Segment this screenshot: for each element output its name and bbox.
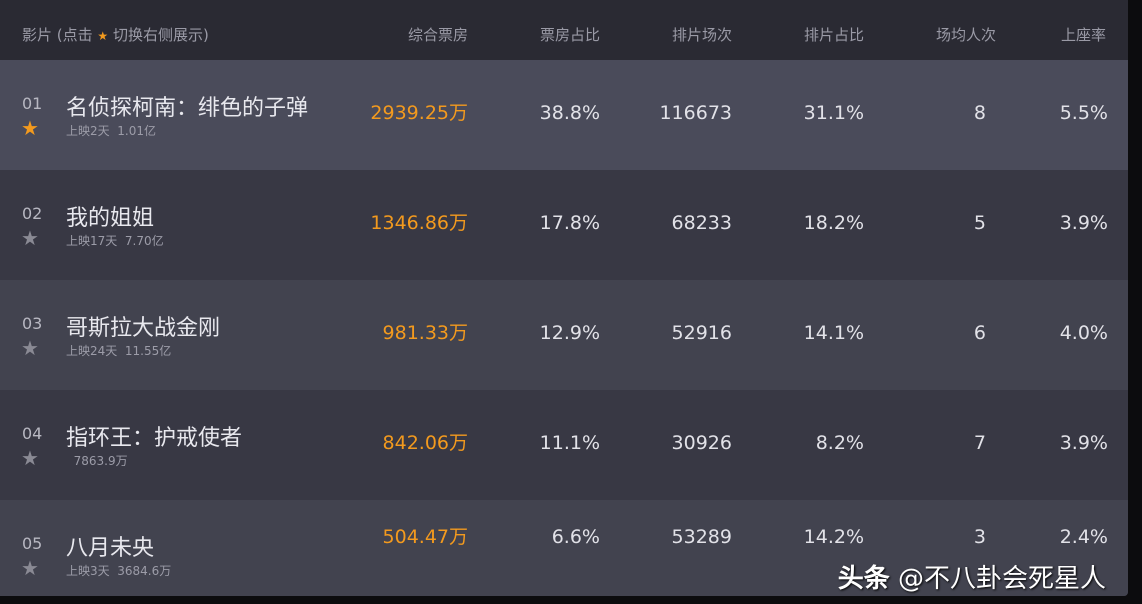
screenings-value: 68233 (671, 212, 732, 234)
rank: 02 (22, 204, 43, 223)
gross-share-value: 11.1% (539, 432, 600, 454)
screenings-value: 30926 (671, 432, 732, 454)
table-header: 影片 (点击 ★ 切换右侧展示) 综合票房 票房占比 排片场次 排片占比 场均人… (0, 0, 1128, 60)
table-row[interactable]: 04 ★ 指环王：护戒使者 7863.9万 842.06万 11.1% 30926 8.… (0, 390, 1128, 500)
rank: 01 (22, 94, 43, 113)
table-row[interactable]: 03 ★ 哥斯拉大战金刚 上映24天 11.55亿 981.33万 12.9% 529… (0, 280, 1128, 390)
box-office-table: 影片 (点击 ★ 切换右侧展示) 综合票房 票房占比 排片场次 排片占比 场均人… (0, 0, 1128, 596)
gross-value: 504.47万 (382, 526, 468, 548)
star-icon[interactable]: ★ (21, 336, 39, 360)
gross-share-value: 6.6% (551, 526, 600, 548)
rank: 04 (22, 424, 43, 443)
avg-value: 7 (973, 432, 986, 454)
film-meta: 上映2天 1.01亿 (66, 124, 156, 138)
screening-share-value: 18.2% (803, 212, 864, 234)
gross-value: 981.33万 (382, 322, 468, 344)
film-name[interactable]: 八月未央 (66, 536, 155, 561)
occupancy-value: 3.9% (1059, 212, 1108, 234)
header-film[interactable]: 影片 (点击 ★ 切换右侧展示) (22, 26, 209, 44)
film-name[interactable]: 名侦探柯南：绯色的子弹 (66, 96, 309, 121)
rank: 03 (22, 314, 43, 333)
screening-share-value: 8.2% (815, 432, 864, 454)
header-gross-share[interactable]: 票房占比 (539, 26, 600, 44)
screening-share-value: 14.2% (803, 526, 864, 548)
occupancy-value: 5.5% (1059, 102, 1108, 124)
film-name[interactable]: 我的姐姐 (66, 206, 155, 231)
header-occupancy[interactable]: 上座率 (1060, 26, 1106, 44)
avg-value: 3 (973, 526, 986, 548)
gross-value: 1346.86万 (370, 212, 468, 234)
film-meta: 上映3天 3684.6万 (66, 564, 172, 578)
gross-value: 2939.25万 (370, 102, 468, 124)
screening-share-value: 14.1% (803, 322, 864, 344)
occupancy-value: 4.0% (1059, 322, 1108, 344)
star-icon[interactable]: ★ (21, 446, 39, 470)
gross-share-value: 38.8% (539, 102, 600, 124)
avg-value: 8 (973, 102, 986, 124)
film-meta: 上映24天 11.55亿 (66, 344, 172, 358)
occupancy-value: 3.9% (1059, 432, 1108, 454)
star-icon[interactable]: ★ (21, 116, 39, 140)
table-row[interactable]: 02 ★ 我的姐姐 上映17天 7.70亿 1346.86万 17.8% 68233 1… (0, 170, 1128, 280)
occupancy-value: 2.4% (1059, 526, 1108, 548)
star-icon[interactable]: ★ (21, 226, 39, 250)
star-icon[interactable]: ★ (21, 556, 39, 580)
gross-share-value: 12.9% (539, 322, 600, 344)
screenings-value: 116673 (659, 102, 732, 124)
header-screening-share[interactable]: 排片占比 (803, 26, 864, 44)
film-name[interactable]: 指环王：护戒使者 (66, 426, 243, 451)
screening-share-value: 31.1% (803, 102, 864, 124)
rank: 05 (22, 534, 43, 553)
header-avg-attendance[interactable]: 场均人次 (935, 26, 996, 44)
header-screenings[interactable]: 排片场次 (671, 26, 732, 44)
screenings-value: 53289 (671, 526, 732, 548)
watermark: 头条 @不八卦会死星人 (837, 564, 1106, 594)
star-icon[interactable]: ★ (97, 29, 109, 43)
avg-value: 5 (973, 212, 986, 234)
film-name[interactable]: 哥斯拉大战金刚 (66, 316, 221, 341)
avg-value: 6 (973, 322, 986, 344)
header-gross[interactable]: 综合票房 (407, 26, 468, 44)
film-meta: 7863.9万 (66, 454, 128, 468)
screenings-value: 52916 (671, 322, 732, 344)
gross-value: 842.06万 (382, 432, 468, 454)
gross-share-value: 17.8% (539, 212, 600, 234)
table-row[interactable]: 01 ★ 名侦探柯南：绯色的子弹 上映2天 1.01亿 2939.25万 38.8%… (0, 60, 1128, 170)
table-row[interactable]: 05 ★ 八月未央 上映3天 3684.6万 504.47万 6.6% 53289 14… (0, 500, 1128, 596)
film-meta: 上映17天 7.70亿 (66, 234, 164, 248)
